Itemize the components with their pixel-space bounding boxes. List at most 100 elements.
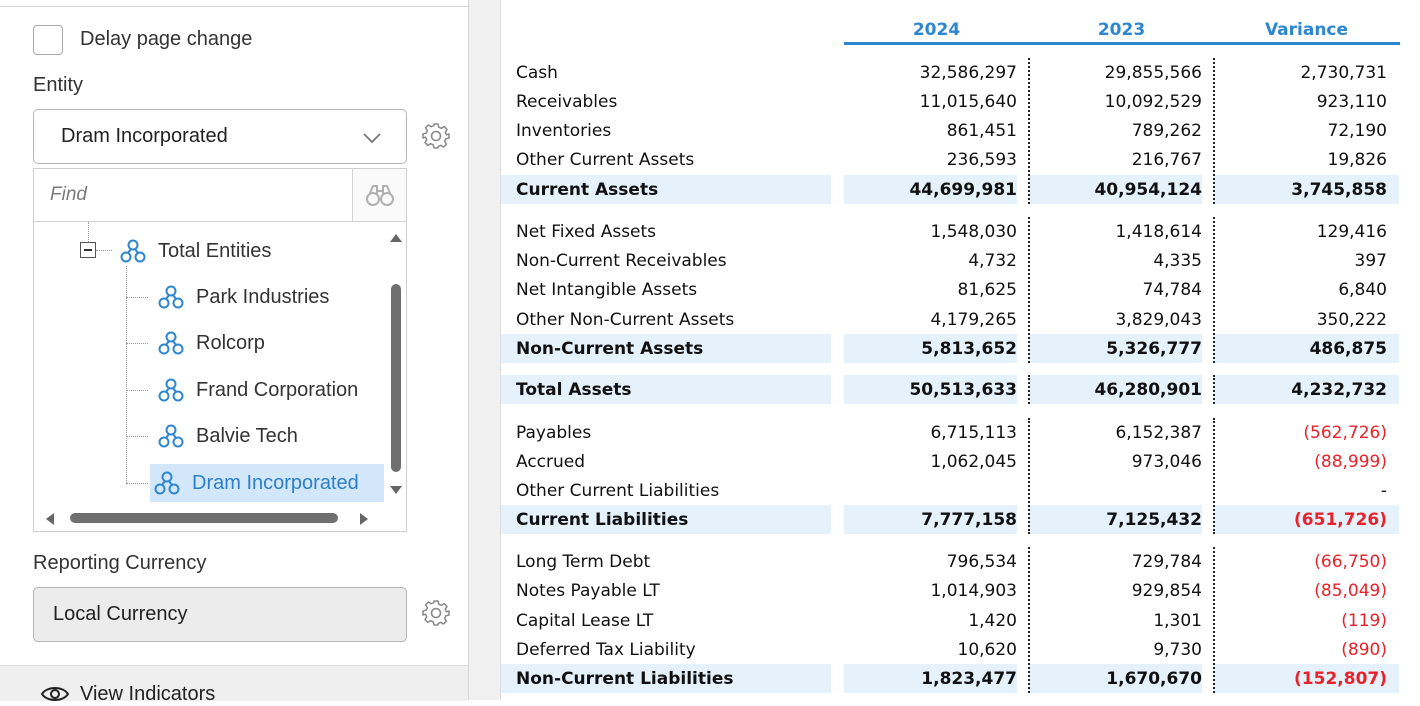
tree-horizontal-scrollbar[interactable]: [34, 505, 386, 531]
value-2024: 32,586,297: [919, 63, 1017, 83]
value-variance: 4,232,732: [1291, 380, 1387, 400]
tree-connector: [96, 250, 112, 251]
subtotal-row[interactable]: Current Liabilities 7,777,158 7,125,432 (65…: [501, 505, 1420, 534]
currency-settings-gear-icon[interactable]: [421, 598, 451, 628]
delay-page-change-checkbox[interactable]: [33, 25, 63, 55]
scroll-up-arrow-icon[interactable]: [390, 234, 402, 242]
table-row[interactable]: Other Current Assets 236,593 216,767 19,826: [501, 145, 1420, 174]
tree-node-total-entities[interactable]: Total Entities: [116, 234, 275, 268]
balance-sheet-report: 2024 2023 Variance Cash 32,586,297 29,855,…: [501, 0, 1420, 700]
tree-node-label: Dram Incorporated: [192, 471, 359, 494]
column-header-variance[interactable]: Variance: [1264, 20, 1349, 40]
table-row[interactable]: Long Term Debt 796,534 729,784 (66,750): [501, 547, 1420, 576]
table-row[interactable]: Deferred Tax Liability 10,620 9,730 (890): [501, 635, 1420, 664]
value-2024: 1,420: [968, 611, 1017, 631]
scroll-left-arrow-icon[interactable]: [46, 513, 54, 525]
collapse-toggle[interactable]: [80, 242, 96, 258]
tree-node-dram-incorporated[interactable]: Dram Incorporated: [150, 464, 384, 502]
subtotal-highlight: [844, 334, 1017, 363]
subtotal-highlight: [844, 505, 1017, 534]
entity-group-icon: [120, 239, 146, 263]
row-label: Other Non-Current Assets: [516, 310, 735, 330]
entity-group-icon: [158, 331, 184, 355]
row-label: Non-Current Liabilities: [516, 669, 734, 689]
column-header-2023[interactable]: 2023: [1097, 20, 1146, 40]
value-2024: 10,620: [957, 640, 1017, 660]
value-2023: 1,301: [1153, 611, 1202, 631]
value-2024: 6,715,113: [930, 423, 1017, 443]
table-row[interactable]: Net Fixed Assets 1,548,030 1,418,614 129,41…: [501, 217, 1420, 246]
tree-node-balvie-tech[interactable]: Balvie Tech: [154, 419, 302, 453]
value-2024: 1,062,045: [930, 452, 1017, 472]
subtotal-row[interactable]: Non-Current Liabilities 1,823,477 1,670,67…: [501, 664, 1420, 693]
value-2023: 929,854: [1131, 581, 1202, 601]
entity-dropdown[interactable]: Dram Incorporated: [33, 109, 407, 164]
value-variance: 397: [1354, 251, 1387, 271]
value-2023: 7,125,432: [1106, 510, 1202, 530]
table-row[interactable]: Receivables 11,015,640 10,092,529 923,110: [501, 87, 1420, 116]
row-label: Long Term Debt: [516, 552, 651, 572]
table-row[interactable]: Payables 6,715,113 6,152,387 (562,726): [501, 418, 1420, 447]
reporting-currency-dropdown[interactable]: Local Currency: [33, 587, 407, 642]
table-row[interactable]: Notes Payable LT 1,014,903 929,854 (85,049): [501, 576, 1420, 605]
find-divider: [34, 221, 406, 222]
delay-page-change-label: Delay page change: [80, 28, 253, 50]
subtotal-highlight: [1214, 175, 1399, 204]
scroll-down-arrow-icon[interactable]: [390, 486, 402, 494]
binoculars-icon: [366, 185, 394, 206]
subtotal-row[interactable]: Total Assets 50,513,633 46,280,901 4,232,73…: [501, 375, 1420, 404]
tree-node-park-industries[interactable]: Park Industries: [154, 280, 333, 314]
table-row[interactable]: Other Current Liabilities -: [501, 476, 1420, 505]
column-header-2024[interactable]: 2024: [912, 20, 961, 40]
tree-node-frand-corporation[interactable]: Frand Corporation: [154, 373, 362, 407]
subtotal-highlight: [1029, 375, 1202, 404]
column-divider: [1213, 547, 1215, 693]
view-indicators-bar[interactable]: View Indicators: [0, 665, 468, 705]
scroll-thumb[interactable]: [391, 284, 401, 472]
tree-connector: [126, 266, 127, 483]
value-2024: 236,593: [946, 150, 1017, 170]
value-2024: 50,513,633: [909, 380, 1017, 400]
subtotal-highlight: [501, 334, 831, 363]
entity-settings-gear-icon[interactable]: [421, 121, 451, 151]
row-label: Non-Current Receivables: [516, 251, 727, 271]
value-2023: 9,730: [1153, 640, 1202, 660]
table-row[interactable]: Capital Lease LT 1,420 1,301 (119): [501, 606, 1420, 635]
table-row[interactable]: Non-Current Receivables 4,732 4,335 397: [501, 246, 1420, 275]
column-divider: [1213, 58, 1215, 204]
tree-vertical-scrollbar[interactable]: [386, 222, 406, 505]
find-input[interactable]: [34, 169, 352, 221]
tree-node-rolcorp[interactable]: Rolcorp: [154, 326, 269, 360]
scroll-right-arrow-icon[interactable]: [360, 513, 368, 525]
value-2023: 4,335: [1153, 251, 1202, 271]
table-row[interactable]: Cash 32,586,297 29,855,566 2,730,731: [501, 58, 1420, 87]
entity-dropdown-value: Dram Incorporated: [61, 125, 228, 147]
row-label: Notes Payable LT: [516, 581, 660, 601]
subtotal-row[interactable]: Current Assets 44,699,981 40,954,124 3,745,…: [501, 175, 1420, 204]
table-row[interactable]: Net Intangible Assets 81,625 74,784 6,840: [501, 275, 1420, 304]
row-label: Non-Current Assets: [516, 339, 704, 359]
value-2023: 5,326,777: [1106, 339, 1202, 359]
value-variance: (651,726): [1294, 510, 1387, 530]
value-variance: 129,416: [1316, 222, 1387, 242]
table-row[interactable]: Accrued 1,062,045 973,046 (88,999): [501, 447, 1420, 476]
subtotal-highlight: [1214, 375, 1399, 404]
table-row[interactable]: Inventories 861,451 789,262 72,190: [501, 116, 1420, 145]
subtotal-highlight: [501, 375, 831, 404]
tree-connector: [88, 222, 89, 242]
subtotal-highlight: [1214, 664, 1399, 693]
subtotal-row[interactable]: Non-Current Assets 5,813,652 5,326,777 486,…: [501, 334, 1420, 363]
reporting-currency-label: Reporting Currency: [33, 552, 207, 574]
table-row[interactable]: Other Non-Current Assets 4,179,265 3,829,0…: [501, 305, 1420, 334]
find-button[interactable]: [352, 169, 406, 221]
value-2023: 1,670,670: [1106, 669, 1202, 689]
subtotal-highlight: [1029, 334, 1202, 363]
scroll-thumb[interactable]: [70, 513, 338, 523]
panel-gutter: [469, 0, 501, 700]
entity-label: Entity: [33, 74, 84, 96]
value-variance: 2,730,731: [1300, 63, 1387, 83]
tree-node-label: Park Industries: [196, 285, 330, 308]
value-2024: 861,451: [946, 121, 1017, 141]
column-divider: [1213, 217, 1215, 363]
value-variance: -: [1380, 481, 1387, 501]
